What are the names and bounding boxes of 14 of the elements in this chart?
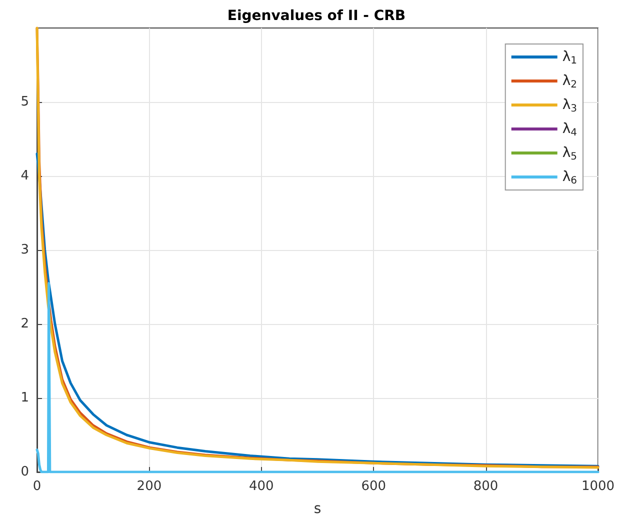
y-tick-label: 4 <box>20 168 29 184</box>
x-tick-label: 600 <box>361 479 386 494</box>
y-tick-label: 5 <box>20 94 29 110</box>
y-tick-label: 1 <box>20 390 29 406</box>
x-tick-label: 1000 <box>581 479 615 494</box>
x-tick-label: 800 <box>473 479 498 494</box>
x-tick-label: 200 <box>136 479 162 494</box>
y-tick-label: 0 <box>20 464 29 480</box>
chart-title: Eigenvalues of II - CRB <box>227 8 406 24</box>
x-axis-title: s <box>314 501 322 517</box>
y-tick-label: 2 <box>20 316 29 332</box>
y-tick-label: 3 <box>20 242 29 258</box>
x-tick-label: 400 <box>248 479 274 494</box>
x-tick-label: 0 <box>32 479 42 494</box>
